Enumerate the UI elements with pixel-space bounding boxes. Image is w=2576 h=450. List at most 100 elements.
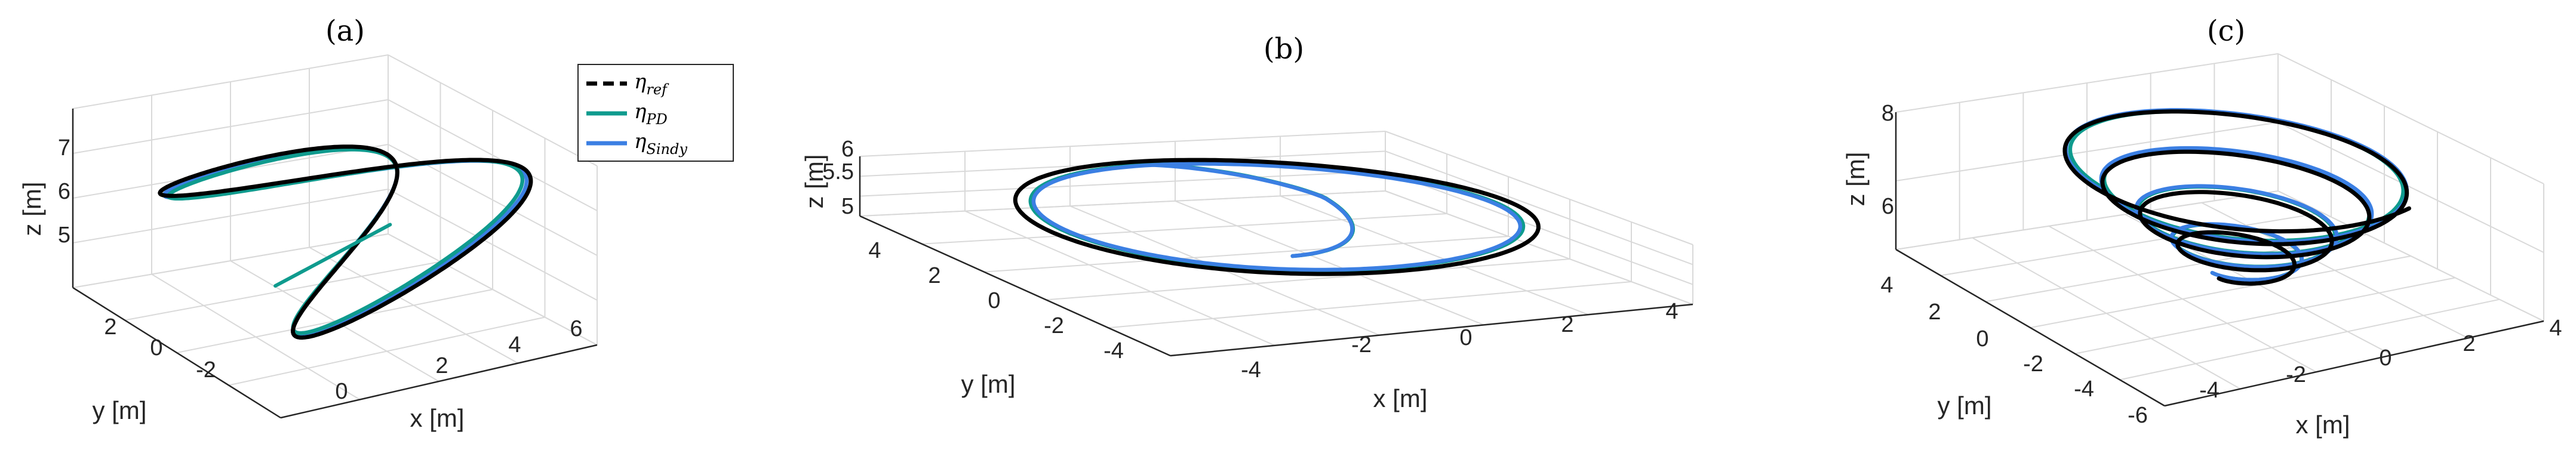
legend-label-pd: ηPD: [634, 100, 668, 128]
panel-c-xticks: -4 -2 0 2 4: [2199, 316, 2562, 403]
x-axis-line: [2164, 320, 2544, 407]
panel-a-xtick: 4: [508, 332, 521, 357]
series-line-ref: [158, 144, 533, 340]
panel-c-ztick: 8: [1882, 101, 1894, 126]
legend: ηref ηPD ηSindy: [577, 64, 734, 162]
grid-line: [964, 210, 1275, 346]
grid-line: [2119, 298, 2500, 381]
panel-a-xticks: 0 2 4 6: [335, 316, 582, 404]
panel-b-ytick: -2: [1044, 313, 1064, 338]
grid-line: [859, 131, 1386, 157]
panel-a-yticks: 2 0 -2: [104, 315, 216, 383]
panel-c-xtick: 4: [2549, 316, 2562, 341]
panel-a-ylabel: y [m]: [93, 396, 147, 424]
panel-b-series: [1013, 158, 1541, 276]
series-line-ref: [2062, 109, 2411, 286]
panel-b-ytick: 0: [988, 288, 1000, 313]
panel-c-axes: [1895, 112, 2544, 407]
grid-line: [1046, 258, 1570, 301]
panel-a-series: [158, 144, 533, 340]
panel-c-ytick: -4: [2074, 377, 2094, 402]
panel-b-yticks: 4 2 0 -2 -4: [868, 238, 1123, 363]
grid-line: [921, 213, 1447, 245]
panel-b-xtick: 2: [1561, 312, 1573, 337]
panel-c-yticks: 4 2 0 -2 -4 -6: [1880, 273, 2147, 428]
panel-a-xtick: 6: [570, 316, 582, 341]
legend-label-sindy: ηSindy: [634, 130, 687, 158]
panel-b-axes: [859, 156, 1693, 357]
grid-line: [1175, 200, 1484, 326]
grid-line: [859, 170, 1386, 197]
grid-line: [72, 233, 389, 288]
grid-line: [983, 236, 1509, 273]
panel-a-ytick: -2: [196, 357, 216, 383]
panel-a-xtick: 2: [435, 353, 448, 378]
panel-a-axes: [72, 109, 598, 419]
grid-line: [124, 261, 441, 321]
panel-a-ytick: 2: [104, 315, 116, 340]
panel-b-ztick: 6: [841, 137, 854, 162]
panel-c-xtick: 2: [2463, 331, 2475, 356]
x-axis-line: [280, 344, 598, 419]
panel-b-zlabel: z [m]: [800, 155, 828, 209]
grid-line: [1385, 150, 1693, 266]
panel-c-xtick: -4: [2199, 378, 2220, 403]
y-axis-line: [72, 286, 281, 419]
panel-b-xticks: -4 -2 0 2 4: [1241, 299, 1678, 383]
x-axis-line: [1170, 303, 1693, 357]
panel-b-ytick: 2: [928, 263, 940, 288]
panel-c-zticks: 8 6: [1882, 101, 1894, 219]
panel-b-ytick: 4: [868, 238, 881, 263]
grid-line: [859, 190, 1386, 217]
panel-c-series: [2062, 108, 2411, 286]
panel-a-zticks: 7 6 5: [58, 135, 70, 248]
panel-a-xtick: 0: [335, 379, 348, 404]
legend-label-ref: ηref: [634, 70, 669, 98]
panel-b-xtick: 0: [1459, 325, 1472, 350]
panel-c: (c) 8 6 4 2 0 -2 -4 -6 -4 -2 0 2 4 z [m]…: [1842, 14, 2562, 439]
panel-c-xtick: -2: [2286, 362, 2306, 387]
panel-a-ztick: 6: [58, 179, 70, 204]
series-line-ref: [1013, 158, 1541, 276]
panel-a: (a) 7 6 5 2 0 -2 0 2 4 6 z [m] y [m] x […: [18, 14, 734, 432]
panel-b-xtick: 4: [1665, 299, 1678, 324]
panel-a-ztick: 5: [58, 223, 70, 248]
panel-a-ztick: 7: [58, 135, 70, 161]
panel-b-xtick: -4: [1241, 357, 1261, 383]
panel-b-xtick: -2: [1351, 332, 1372, 357]
grid-line: [1108, 281, 1632, 329]
grid-line: [1385, 190, 1693, 305]
panel-a-ytick: 0: [150, 335, 162, 360]
grid-line: [2277, 53, 2544, 184]
panel-c-ytick: 0: [1976, 326, 1988, 352]
grid-line: [2030, 255, 2411, 328]
grid-line: [1985, 233, 2367, 303]
panel-b-ztick: 5: [841, 194, 854, 219]
grid-line: [2277, 122, 2544, 253]
panel-b-title: (b): [1264, 32, 1304, 66]
grid-line: [1385, 131, 1693, 245]
panel-a-title: (a): [325, 14, 365, 48]
grid-line: [228, 316, 545, 386]
panel-c-ylabel: y [m]: [1938, 392, 1992, 420]
panel-b-ylabel: y [m]: [961, 370, 1016, 398]
grid-line: [1895, 190, 2279, 250]
panel-c-ytick: -6: [2128, 403, 2148, 428]
panel-c-zlabel: z [m]: [1842, 152, 1870, 206]
panel-c-ytick: 4: [1880, 273, 1893, 298]
grid-line: [2074, 277, 2455, 355]
panel-c-xtick: 0: [2379, 346, 2391, 371]
panel-c-ytick: 2: [1928, 300, 1941, 325]
panel-a-xlabel: x [m]: [410, 404, 465, 432]
panel-a-zlabel: z [m]: [18, 182, 46, 236]
panel-b: (b) 6 5.5 5 4 2 0 -2 -4 -4 -2 0 2 4 z [m…: [800, 32, 1693, 412]
panel-c-ztick: 6: [1882, 194, 1894, 219]
y-axis-line: [859, 215, 1171, 357]
panel-c-grid: [1895, 53, 2544, 406]
panel-c-xlabel: x [m]: [2296, 411, 2350, 439]
panel-b-zticks: 6 5.5 5: [822, 137, 854, 219]
series-line-pd: [1028, 161, 1526, 273]
panel-b-ztick: 5.5: [822, 159, 854, 184]
panel-c-title: (c): [2207, 14, 2245, 48]
